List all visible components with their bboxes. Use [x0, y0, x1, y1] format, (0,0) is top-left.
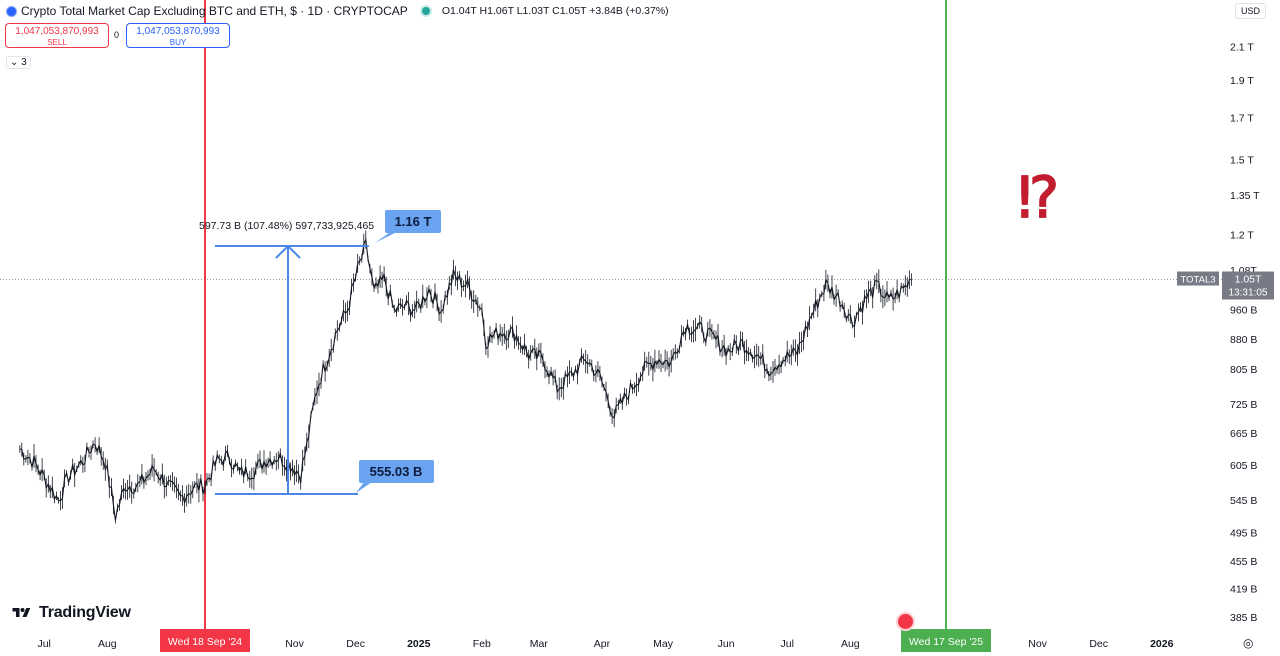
x-tick-label: Jul — [780, 638, 793, 650]
y-tick-label: 1.5 T — [1230, 155, 1254, 167]
symbol-tag-label: TOTAL3 — [1180, 275, 1215, 286]
vertical-marker-date: Wed 17 Sep '25 — [909, 636, 983, 648]
y-tick-label: 419 B — [1230, 584, 1257, 596]
symbol-title[interactable]: Crypto Total Market Cap Excluding BTC an… — [21, 4, 408, 18]
last-value-box — [1222, 271, 1274, 300]
y-tick-label: 385 B — [1230, 612, 1257, 624]
vertical-marker-tag — [160, 629, 250, 652]
measure-start-label: 555.03 B — [370, 464, 423, 479]
currency-selector[interactable]: USD — [1234, 3, 1266, 19]
x-tick-label: 2026 — [1150, 638, 1174, 650]
x-tick-label: Nov — [1028, 638, 1047, 650]
x-tick-label: Jun — [718, 638, 735, 650]
measure-start-pointer — [356, 482, 372, 493]
x-tick-label: Feb — [473, 638, 491, 650]
y-tick-label: 1.7 T — [1230, 112, 1254, 124]
tradingview-logo[interactable]: TradingView — [8, 604, 131, 622]
buy-button[interactable]: 1,047,053,870,993 BUY — [126, 23, 230, 48]
economic-event-icon[interactable] — [896, 612, 915, 631]
tradingview-wordmark: TradingView — [39, 604, 131, 621]
ohlc-values: O1.04T H1.06T L1.03T C1.05T +3.84B (+0.3… — [441, 5, 669, 17]
x-tick-label: Apr — [594, 638, 611, 650]
vertical-marker-date: Wed 18 Sep '24 — [168, 636, 242, 648]
sell-label: SELL — [47, 38, 67, 47]
y-tick-label: 545 B — [1230, 495, 1257, 507]
sell-price: 1,047,053,870,993 — [15, 26, 99, 37]
countdown-label: 13:31:05 — [1229, 288, 1268, 299]
x-tick-label: Aug — [98, 638, 117, 650]
x-tick-label: Dec — [1089, 638, 1108, 650]
chevron-down-icon: ⌄ — [10, 57, 19, 68]
y-tick-label: 455 B — [1230, 556, 1257, 568]
y-tick-label: 880 B — [1230, 334, 1257, 346]
y-tick-label: 1.9 T — [1230, 75, 1254, 87]
y-tick-label: 665 B — [1230, 428, 1257, 440]
market-status-icon — [421, 7, 430, 15]
x-tick-label: Dec — [346, 638, 365, 650]
y-tick-label: 495 B — [1230, 528, 1257, 540]
measure-arrow-icon — [275, 244, 301, 259]
x-tick-label: Mar — [530, 638, 549, 650]
y-tick-label: 960 B — [1230, 305, 1257, 317]
x-tick-label: Nov — [285, 638, 304, 650]
vertical-marker-tag — [901, 629, 991, 652]
measure-label: 597.73 B (107.48%) 597,733,925,465 — [199, 220, 374, 232]
measure-start-box — [359, 460, 434, 483]
symbol-tag-box — [1177, 271, 1219, 286]
y-tick-label: 1.35 T — [1230, 190, 1260, 202]
measure-end-pointer — [374, 233, 395, 243]
y-tick-label: 2.1 T — [1230, 41, 1254, 53]
buy-label: BUY — [169, 38, 187, 47]
y-tick-label: 805 B — [1230, 364, 1257, 376]
x-tick-label: May — [653, 638, 674, 650]
series-wicks-total3 — [19, 230, 912, 524]
x-tick-label: Aug — [841, 638, 860, 650]
buy-price: 1,047,053,870,993 — [136, 26, 220, 37]
y-tick-label: 1.2 T — [1230, 230, 1254, 242]
y-tick-label: 605 B — [1230, 460, 1257, 472]
tradingview-logo-icon — [12, 608, 31, 617]
measure-end-box — [385, 210, 441, 233]
spread-value: 0 — [114, 30, 120, 40]
interrobang-annotation: ⁉ — [1018, 166, 1059, 229]
last-value-label: 1.05T — [1235, 274, 1262, 286]
x-tick-label: 2025 — [407, 638, 431, 650]
indicators-toggle[interactable]: ⌄ 3 — [6, 56, 31, 69]
settings-icon[interactable]: ◎ — [1243, 636, 1254, 650]
measure-end-label: 1.16 T — [395, 214, 432, 229]
y-tick-label: 725 B — [1230, 399, 1257, 411]
symbol-logo-icon — [6, 5, 17, 17]
chart-header: Crypto Total Market Cap Excluding BTC an… — [6, 3, 669, 19]
sell-button[interactable]: 1,047,053,870,993 SELL — [5, 23, 109, 48]
indicators-count: 3 — [21, 57, 27, 68]
x-tick-label: Jul — [37, 638, 50, 650]
